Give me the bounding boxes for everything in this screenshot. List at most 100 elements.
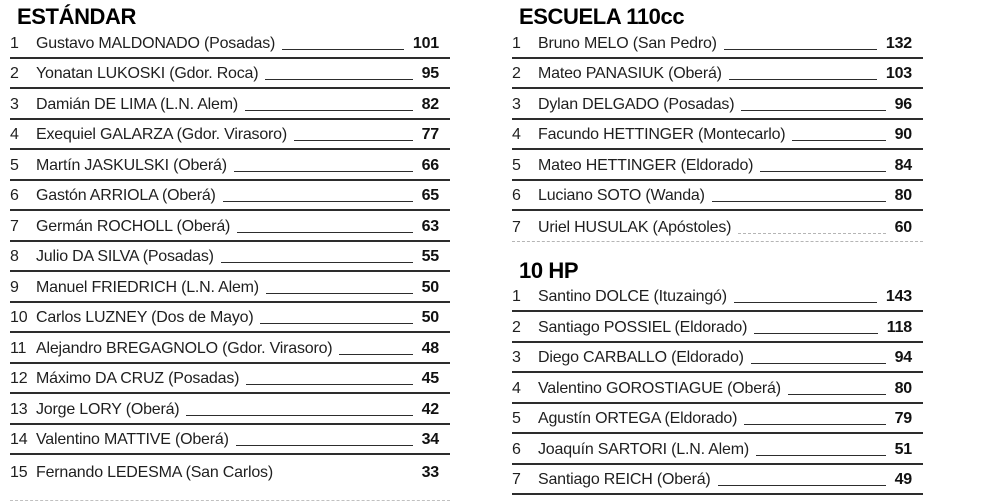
rank-cell: 10: [10, 309, 28, 326]
leader-line: [260, 323, 413, 324]
driver-name-cell: Julio DA SILVA (Posadas): [36, 248, 214, 265]
rank-cell: 8: [10, 248, 19, 265]
leader-line: [186, 414, 413, 416]
rank-cell: 2: [512, 318, 521, 336]
points-cell: 101: [412, 34, 439, 52]
driver-name-cell: Santino DOLCE (Ituzaingó): [538, 288, 727, 305]
leader-line: [741, 109, 886, 111]
table-row: 2 Santiago POSSIEL (Eldorado) 118: [512, 312, 923, 343]
rank-cell: 6: [512, 187, 521, 204]
driver-name-cell: Valentino GOROSTIAGUE (Oberá): [538, 379, 781, 397]
table-row: 8 Julio DA SILVA (Posadas) 55: [10, 242, 450, 272]
rank-cell: 4: [512, 126, 521, 143]
points-cell: 82: [421, 95, 440, 113]
driver-name-cell: Exequiel GALARZA (Gdor. Virasoro): [36, 126, 287, 143]
points-cell: 48: [421, 339, 440, 357]
driver-name-cell: Jorge LORY (Oberá): [36, 400, 180, 418]
table-row: 15 Fernando LEDESMA (San Carlos) 33: [10, 455, 450, 486]
table-row: 12 Máximo DA CRUZ (Posadas) 45: [10, 364, 450, 394]
leader-line: [717, 485, 886, 486]
driver-name-cell: Alejandro BREGAGNOLO (Gdor. Virasoro): [36, 339, 333, 357]
points-cell: 94: [894, 349, 913, 366]
points-cell: 49: [894, 471, 913, 488]
table-row: 4 Exequiel GALARZA (Gdor. Virasoro) 77: [10, 120, 450, 150]
table-row: 13 Jorge LORY (Oberá) 42: [10, 394, 450, 425]
points-cell: 51: [894, 440, 913, 458]
rank-cell: 1: [512, 288, 521, 305]
points-cell: 33: [421, 463, 440, 481]
driver-name-cell: Dylan DELGADO (Posadas): [538, 95, 735, 113]
table-row: 5 Mateo HETTINGER (Eldorado) 84: [512, 150, 923, 181]
rank-cell: 9: [10, 278, 19, 296]
rank-cell: 2: [10, 65, 19, 82]
driver-name-cell: Carlos LUZNEY (Dos de Mayo): [36, 309, 254, 326]
driver-name-cell: Germán ROCHOLL (Oberá): [36, 217, 231, 235]
driver-name-cell: Agustín ORTEGA (Eldorado): [538, 410, 738, 427]
table-row: 7 Santiago REICH (Oberá) 49: [512, 465, 923, 495]
driver-name-cell: Gastón ARRIOLA (Oberá): [36, 187, 216, 204]
points-cell: 60: [894, 218, 913, 236]
driver-name-cell: Bruno MELO (San Pedro): [538, 34, 717, 52]
points-cell: 63: [421, 217, 440, 235]
section-title-estandar: ESTÁNDAR: [17, 4, 137, 29]
table-row: 6 Gastón ARRIOLA (Oberá) 65: [10, 181, 450, 211]
leader-line: [760, 170, 886, 172]
table-row: 4 Facundo HETTINGER (Montecarlo) 90: [512, 120, 923, 150]
leader-line: [282, 48, 404, 50]
driver-name-cell: Damián DE LIMA (L.N. Alem): [36, 95, 238, 113]
rank-cell: 7: [512, 471, 521, 488]
driver-name-cell: Máximo DA CRUZ (Posadas): [36, 370, 240, 387]
section-end-dashed-rule: [10, 500, 450, 501]
table-row: 1 Bruno MELO (San Pedro) 132: [512, 28, 923, 59]
points-cell: 50: [421, 309, 440, 326]
section-gap: [512, 242, 923, 260]
rank-cell: 1: [512, 34, 521, 52]
rank-cell: 3: [512, 95, 521, 113]
leader-line: [233, 170, 413, 172]
table-row: 10 Carlos LUZNEY (Dos de Mayo) 50: [10, 303, 450, 333]
points-cell: 96: [894, 95, 913, 113]
rank-cell: 2: [512, 65, 521, 82]
rank-cell: 7: [512, 218, 521, 236]
table-row: 4 Valentino GOROSTIAGUE (Oberá) 80: [512, 373, 923, 404]
standings-table-estandar: 1 Gustavo MALDONADO (Posadas) 101 2 Yonatan …: [10, 28, 450, 486]
points-cell: 55: [421, 248, 440, 265]
leader-line: [265, 79, 413, 80]
leader-line: [744, 424, 886, 425]
table-row: 6 Joaquín SARTORI (L.N. Alem) 51: [512, 434, 923, 465]
table-row: 11 Alejandro BREGAGNOLO (Gdor. Virasoro) 4…: [10, 333, 450, 364]
rank-cell: 4: [10, 126, 19, 143]
leader-line: [711, 201, 886, 202]
leader-line: [220, 262, 413, 263]
standings-table-escuela-110cc: 1 Bruno MELO (San Pedro) 132 2 Mateo PANASIU…: [512, 28, 923, 242]
leader-line: [222, 201, 413, 202]
driver-name-cell: Yonatan LUKOSKI (Gdor. Roca): [36, 65, 259, 82]
rank-cell: 5: [10, 156, 19, 174]
rank-cell: 7: [10, 217, 19, 235]
rank-cell: 3: [10, 95, 19, 113]
rank-cell: 15: [10, 463, 28, 481]
table-row: 5 Martín JASKULSKI (Oberá) 66: [10, 150, 450, 181]
table-row: 2 Mateo PANASIUK (Oberá) 103: [512, 59, 923, 89]
table-row: 14 Valentino MATTIVE (Oberá) 34: [10, 425, 450, 455]
table-row: 7 Germán ROCHOLL (Oberá) 63: [10, 211, 450, 242]
points-cell: 50: [421, 278, 440, 296]
table-row: 3 Damián DE LIMA (L.N. Alem) 82: [10, 89, 450, 120]
leader-line: [246, 384, 413, 385]
rank-cell: 5: [512, 156, 521, 174]
driver-name-cell: Uriel HUSULAK (Apóstoles): [538, 218, 732, 236]
left-column: ESTÁNDAR 1 Gustavo MALDONADO (Posadas) 101…: [10, 6, 450, 486]
leader-line: [339, 353, 413, 355]
points-cell: 118: [886, 318, 912, 336]
table-row: 3 Dylan DELGADO (Posadas) 96: [512, 89, 923, 120]
rank-cell: 13: [10, 400, 28, 418]
points-cell: 132: [885, 34, 912, 52]
points-cell: 42: [421, 400, 440, 418]
leader-line: [750, 363, 886, 364]
table-row: 3 Diego CARBALLO (Eldorado) 94: [512, 343, 923, 373]
leader-line: [294, 140, 413, 141]
leader-line: [733, 302, 877, 303]
rank-cell: 6: [512, 440, 521, 458]
section-title-escuela-110cc: ESCUELA 110cc: [519, 4, 685, 29]
leader-line: [738, 232, 886, 234]
